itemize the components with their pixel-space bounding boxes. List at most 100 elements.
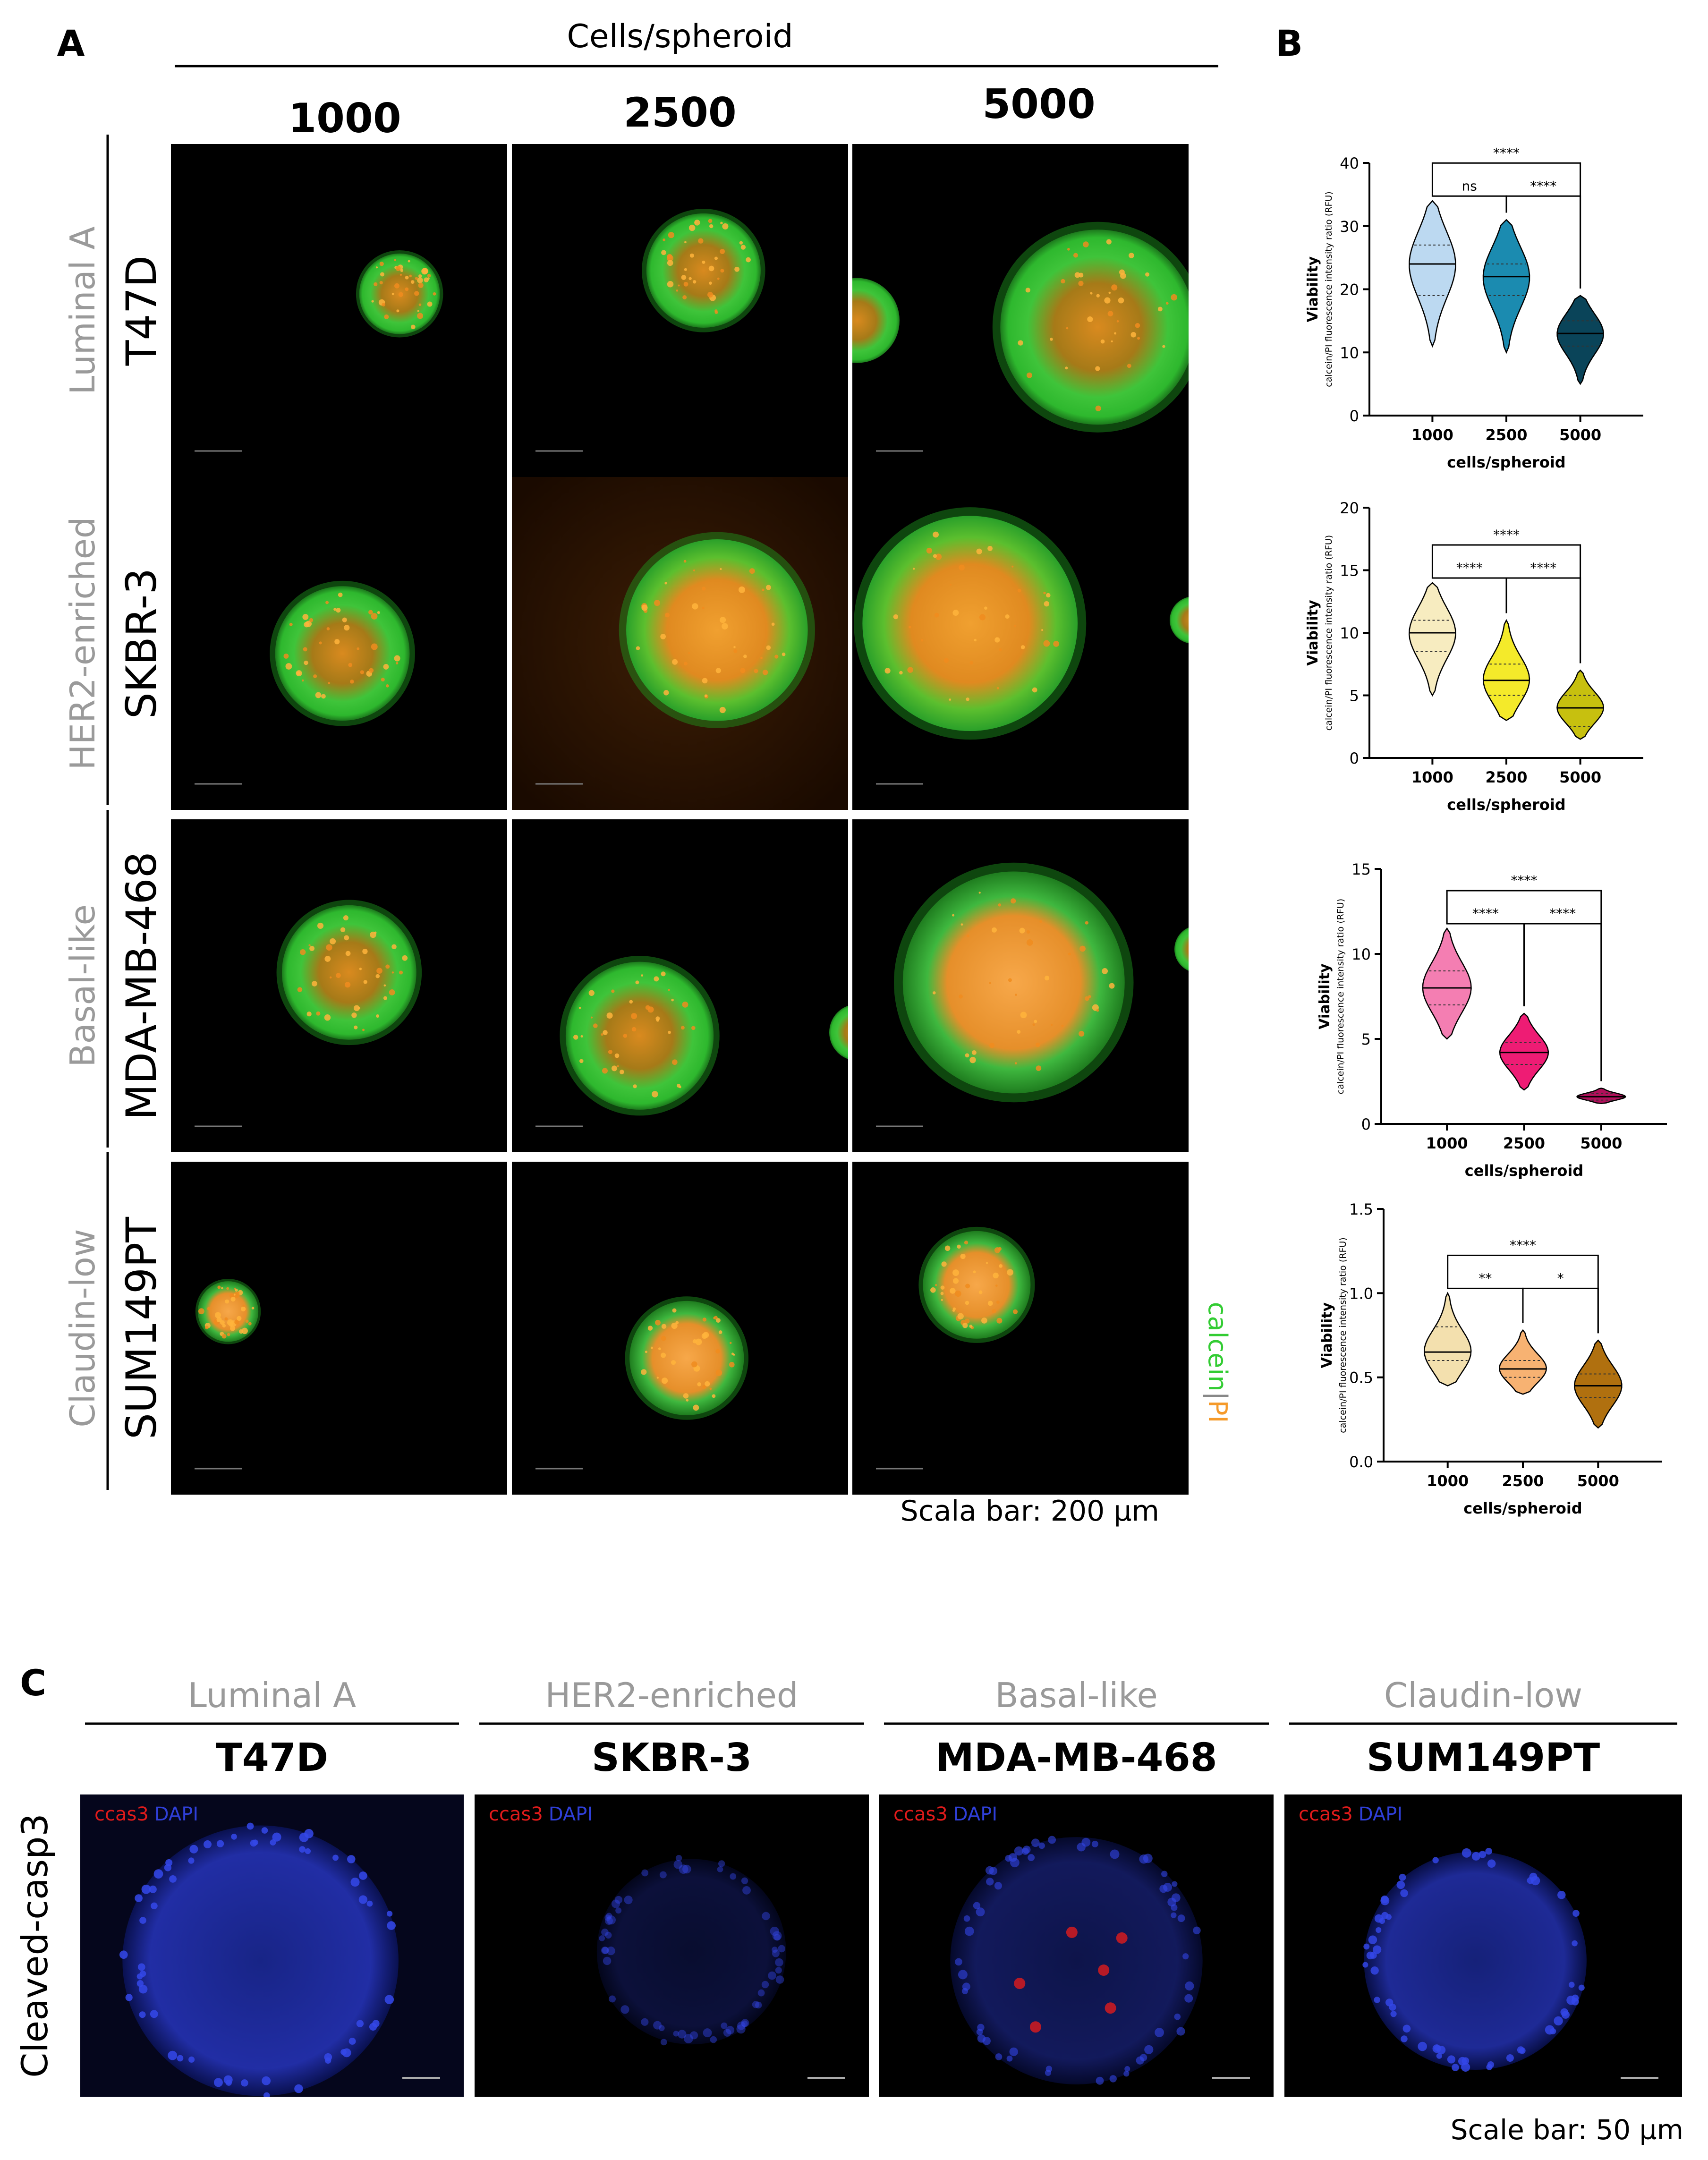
violin-plot-3: 0 5 10 15 1000 2500 5000 cells/spheroid Viabilit… — [1317, 860, 1667, 1180]
violin-5000 — [1576, 1088, 1626, 1105]
row-subtype-label: Luminal A — [63, 226, 102, 395]
x-tick-label: 2500 — [1503, 1134, 1545, 1152]
stain-legend-c: ccas3 DAPI — [489, 1803, 593, 1825]
cleaved-casp3-row-label: Cleaved-casp3 — [14, 1813, 56, 2077]
significance-label: **** — [1530, 560, 1556, 576]
legend-ccas3: ccas3 — [893, 1803, 948, 1825]
ccas3-signal — [1105, 2002, 1116, 2014]
cells-per-spheroid-header: Cells/spheroid — [567, 18, 793, 55]
micrograph-T47D-1000 — [171, 144, 507, 477]
significance-label: **** — [1549, 906, 1576, 921]
stain-separator: | — [1203, 1392, 1232, 1400]
x-tick-label: 2500 — [1485, 426, 1527, 444]
x-tick-label: 5000 — [1577, 1472, 1619, 1490]
y-tick-label: 5 — [1361, 1030, 1371, 1048]
y-tick-label: 5 — [1350, 687, 1359, 705]
y-axis-sublabel: calcein/PI fluorescence intensity ratio … — [1324, 535, 1334, 731]
significance-bracket — [1447, 1254, 1599, 1334]
y-axis-sublabel: calcein/PI fluorescence intensity ratio … — [1324, 191, 1334, 387]
micrograph-SKBR-3-5000 — [852, 477, 1189, 810]
x-tick-label: 2500 — [1485, 768, 1527, 786]
violin-plot-1: 0 10 20 30 40 1000 2500 5000 cells/spheroid Viabi… — [1305, 145, 1643, 471]
significance-label: **** — [1511, 873, 1538, 888]
row-cell-line-label: SUM149PT — [117, 1216, 166, 1439]
x-tick-label: 5000 — [1580, 1134, 1622, 1152]
spheroid — [626, 539, 808, 721]
column-label-1000: 1000 — [288, 95, 401, 142]
y-tick-label: 20 — [1340, 281, 1359, 299]
x-axis-label: cells/spheroid — [1447, 453, 1565, 471]
violin-1000 — [1423, 1292, 1472, 1386]
y-tick-label: 0.0 — [1349, 1453, 1373, 1471]
x-axis-label: cells/spheroid — [1465, 1162, 1583, 1180]
row-subtype-label: HER2-enriched — [63, 517, 102, 770]
stain-legend-c: ccas3 DAPI — [1299, 1803, 1402, 1825]
significance-bracket — [1431, 194, 1507, 213]
y-tick-label: 15 — [1351, 860, 1371, 878]
stain-pi: PI — [1203, 1400, 1232, 1423]
violin-plot-2: 0 5 10 15 20 1000 2500 5000 cells/spheroid Viabil… — [1305, 499, 1643, 814]
spheroid — [646, 213, 761, 328]
significance-label: * — [1557, 1270, 1564, 1286]
significance-bracket — [1431, 544, 1581, 663]
nuclei-cluster — [1364, 1851, 1587, 2070]
significance-bracket — [1446, 890, 1602, 1081]
ccas3-signal — [1066, 1926, 1078, 1938]
spheroid — [565, 961, 714, 1110]
significance-label: **** — [1456, 560, 1483, 576]
stain-legend-c: ccas3 DAPI — [94, 1803, 198, 1825]
y-tick-label: 10 — [1351, 945, 1371, 963]
panel-b-label: B — [1275, 22, 1303, 64]
spheroid — [902, 871, 1125, 1094]
y-axis-label: Viability — [1305, 600, 1321, 666]
y-axis-label: Viability — [1317, 963, 1333, 1029]
violin-1000 — [1408, 582, 1456, 697]
spheroid — [862, 516, 1078, 731]
ccas3-signal — [1014, 1978, 1026, 1990]
legend-ccas3: ccas3 — [94, 1803, 149, 1825]
panel-a-label: A — [57, 22, 85, 64]
significance-label: **** — [1493, 527, 1520, 543]
nuclei-cluster — [950, 1837, 1203, 2084]
column-subtype-label: HER2-enriched — [545, 1675, 798, 1715]
ccas3-signal — [1029, 2021, 1041, 2033]
y-axis-label: Viability — [1305, 256, 1321, 322]
scale-bar-label-c: Scale bar: 50 µm — [1451, 2114, 1683, 2146]
y-tick-label: 1.0 — [1349, 1284, 1373, 1302]
row-cell-line-label: T47D — [117, 255, 166, 366]
spheroid — [197, 1281, 259, 1342]
ccas3-micrograph-MDA-MB-468: ccas3 DAPI — [879, 1794, 1274, 2097]
y-tick-label: 30 — [1340, 218, 1359, 236]
ccas3-signal — [1098, 1964, 1110, 1976]
y-tick-label: 0 — [1350, 749, 1359, 767]
spheroid — [629, 1301, 744, 1415]
violin-2500 — [1482, 619, 1530, 721]
row-subtype-label: Basal-like — [63, 904, 102, 1067]
nuclei-cluster — [122, 1825, 399, 2096]
violin-1000 — [1422, 927, 1472, 1040]
significance-label: **** — [1493, 145, 1520, 161]
y-tick-label: 0 — [1350, 407, 1359, 425]
y-tick-label: 0.5 — [1349, 1369, 1373, 1387]
nuclei-cluster — [596, 1859, 786, 2045]
ccas3-micrograph-SUM149PT: ccas3 DAPI — [1284, 1794, 1682, 2097]
micrograph-SUM149PT-5000 — [852, 1162, 1189, 1495]
y-axis-sublabel: calcein/PI fluorescence intensity ratio … — [1338, 1237, 1348, 1433]
micrograph-SUM149PT-1000 — [171, 1162, 507, 1495]
x-axis-label: cells/spheroid — [1447, 796, 1565, 814]
x-tick-label: 1000 — [1411, 768, 1453, 786]
micrograph-T47D-5000 — [852, 144, 1189, 477]
column-cell-line-label: SUM149PT — [1367, 1735, 1600, 1780]
x-tick-label: 1000 — [1426, 1134, 1468, 1152]
stain-legend: calcein|PI — [1203, 1302, 1232, 1423]
column-subtype-label: Claudin-low — [1384, 1675, 1582, 1715]
violin-2500 — [1482, 219, 1530, 354]
significance-label: **** — [1530, 178, 1556, 194]
column-cell-line-label: MDA-MB-468 — [935, 1735, 1217, 1780]
column-label-2500: 2500 — [623, 89, 736, 136]
micrograph-SKBR-3-2500 — [512, 477, 848, 810]
legend-dapi: DAPI — [549, 1803, 593, 1825]
significance-label: **** — [1510, 1237, 1536, 1253]
